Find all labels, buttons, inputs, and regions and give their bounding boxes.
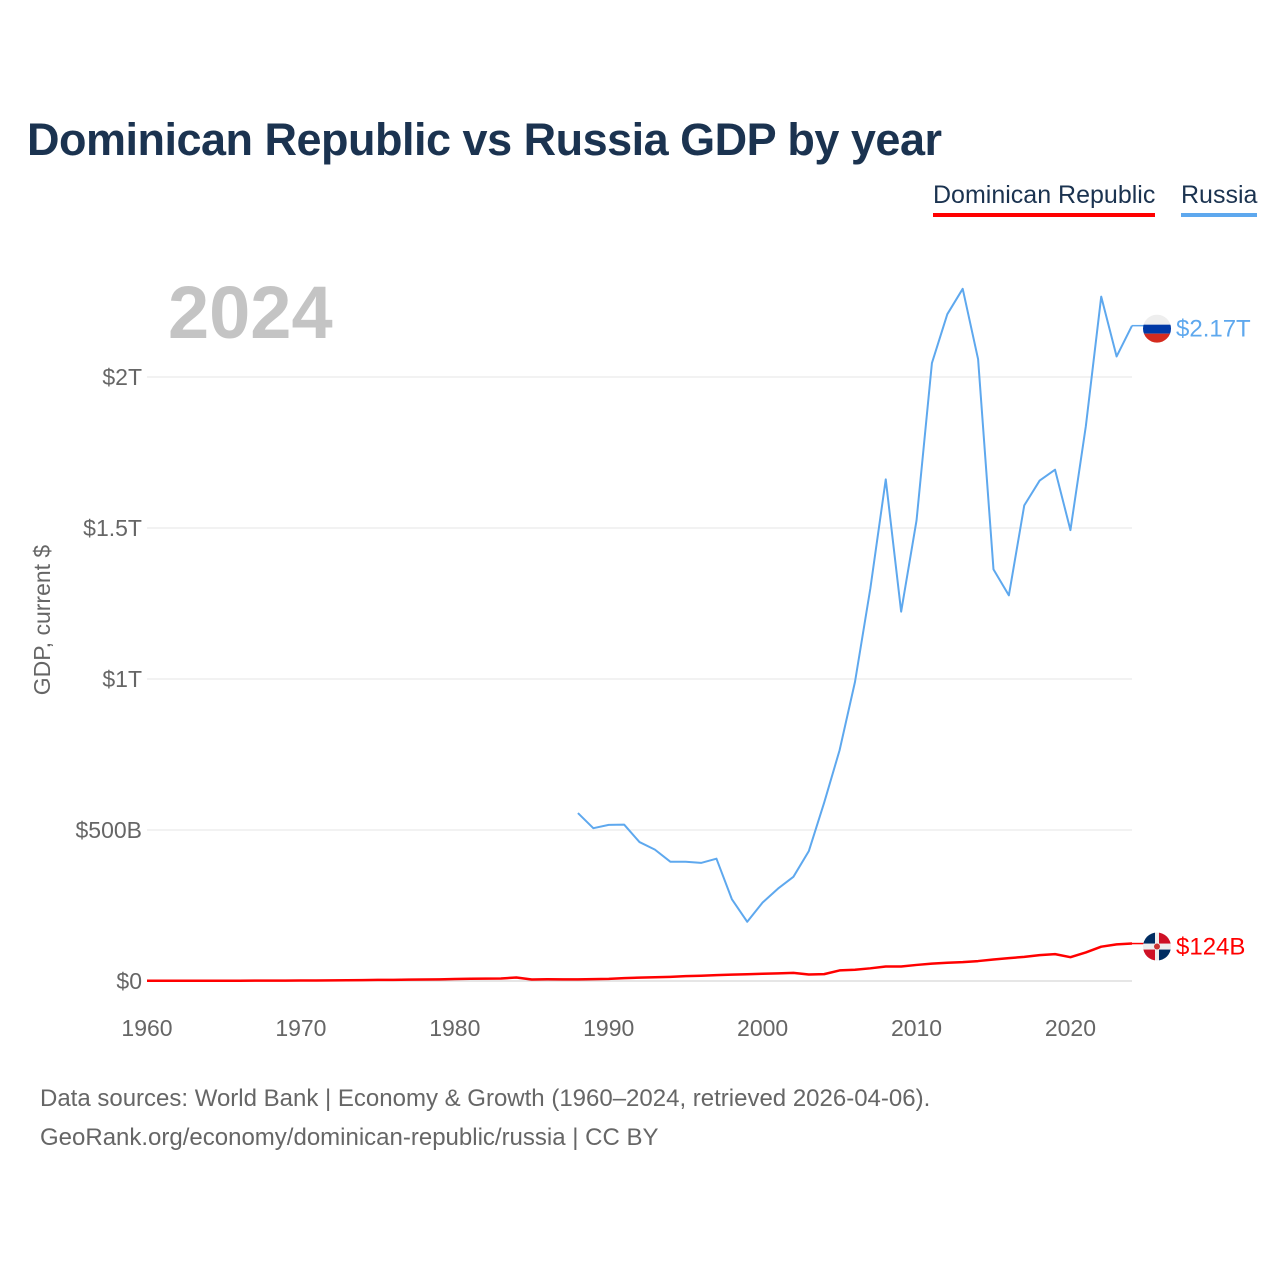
series-line-dominican-republic — [146, 942, 1133, 983]
year-label: 2024 — [168, 271, 333, 354]
footer-sources: Data sources: World Bank | Economy & Gro… — [40, 1085, 931, 1112]
x-tick-label: 2000 — [737, 1015, 788, 1041]
legend-russia[interactable]: Russia — [1181, 181, 1258, 217]
y-tick-label: $0 — [116, 968, 142, 994]
x-tick-label: 1990 — [583, 1015, 634, 1041]
x-tick-label: 1970 — [275, 1015, 326, 1041]
y-tick-label: $1T — [102, 666, 142, 692]
chart-title: Dominican Republic vs Russia GDP by year — [27, 114, 942, 165]
x-tick-label: 2020 — [1045, 1015, 1096, 1041]
y-tick-label: $1.5T — [83, 515, 142, 541]
y-tick-label: $2T — [102, 364, 142, 390]
dominican-republic-flag-icon — [1143, 932, 1171, 961]
y-tick-label: $500B — [75, 817, 142, 843]
x-tick-label: 2010 — [891, 1015, 942, 1041]
series-line-russia — [577, 287, 1133, 923]
x-tick-label: 1960 — [121, 1015, 172, 1041]
y-axis-label: GDP, current $ — [29, 545, 55, 696]
end-value-label: $124B — [1176, 934, 1245, 961]
legend-dominican-republic[interactable]: Dominican Republic — [933, 181, 1156, 217]
end-value-label: $2.17T — [1176, 316, 1251, 343]
footer-link[interactable]: GeoRank.org/economy/dominican-republic/r… — [40, 1124, 659, 1151]
russia-flag-icon — [1143, 314, 1171, 343]
x-tick-label: 1980 — [429, 1015, 480, 1041]
